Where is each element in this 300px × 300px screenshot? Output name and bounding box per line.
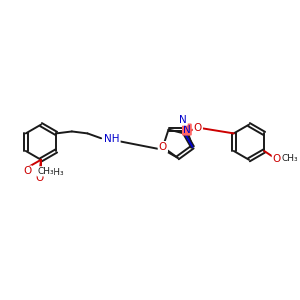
- Text: O: O: [35, 173, 43, 183]
- Text: N: N: [183, 124, 191, 135]
- Text: O: O: [273, 154, 281, 164]
- Text: O: O: [37, 167, 45, 178]
- Text: NH: NH: [104, 134, 120, 144]
- Text: CH₃: CH₃: [282, 154, 298, 163]
- Text: O: O: [159, 142, 167, 152]
- Text: CH₃: CH₃: [48, 168, 64, 177]
- Text: CH₃: CH₃: [37, 167, 54, 176]
- Text: O: O: [23, 167, 32, 176]
- Text: N: N: [179, 115, 187, 125]
- Text: O: O: [194, 123, 202, 133]
